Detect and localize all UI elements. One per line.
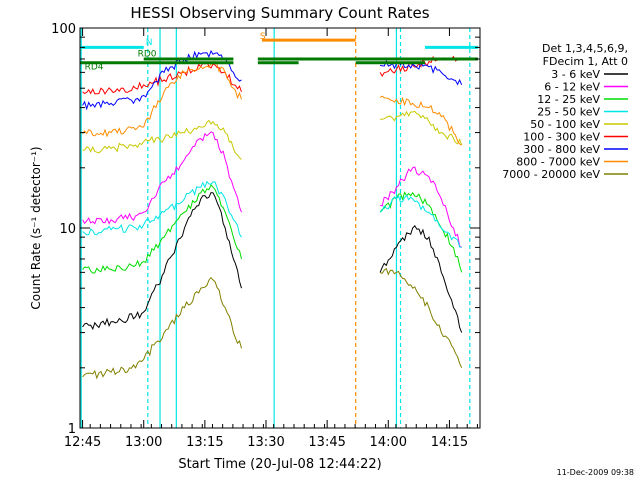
legend-header: FDecim 1, Att 0	[543, 55, 628, 68]
legend-header: Det 1,3,4,5,6,9,	[542, 42, 628, 55]
x-tick-label: 14:00	[370, 435, 407, 450]
y-tick-label: 1	[68, 422, 76, 437]
series-line	[82, 131, 462, 248]
data-series	[82, 49, 463, 380]
annotation-label: RD4	[85, 63, 104, 73]
x-axis: 12:45 13:00 13:15 13:30 13:45 14:00 14:15	[64, 28, 478, 450]
x-tick-label: 14:15	[431, 435, 468, 450]
y-tick-label: 100	[51, 22, 76, 37]
x-tick-label: 13:15	[186, 435, 223, 450]
state-bars	[80, 38, 478, 65]
plot-area: N RD0 RD4 S	[79, 27, 481, 429]
x-tick-label: 13:00	[125, 435, 162, 450]
series-line	[82, 110, 463, 160]
vertical-markers	[80, 28, 471, 428]
y-tick-label: 10	[59, 222, 76, 237]
legend-entry-label: 800 - 7000 keV	[516, 156, 600, 169]
legend-entry-label: 50 - 100 keV	[530, 118, 600, 131]
series-line	[82, 180, 462, 248]
chart-title: HESSI Observing Summary Count Rates	[130, 4, 429, 22]
x-tick-label: 12:45	[64, 435, 101, 450]
series-line	[82, 267, 463, 380]
x-tick-label: 13:45	[308, 435, 345, 450]
legend-entry-label: 12 - 25 keV	[537, 93, 600, 106]
legend-entry-label: 7000 - 20000 keV	[502, 168, 600, 181]
annotation-label: RD0	[138, 50, 157, 60]
y-axis: 1 10 100	[51, 22, 480, 437]
legend-entry-label: 25 - 50 keV	[537, 106, 600, 119]
annotations: N RD0 RD4 S	[85, 32, 266, 72]
legend-entry-label: 3 - 6 keV	[551, 68, 600, 81]
x-tick-label: 13:30	[247, 435, 284, 450]
annotation-label: S	[260, 32, 266, 42]
plot-frame	[79, 27, 481, 429]
legend-entry-label: 100 - 300 keV	[523, 131, 600, 144]
legend-entry-label: 300 - 800 keV	[523, 143, 600, 156]
annotation-label: N	[146, 38, 153, 48]
series-line	[82, 192, 463, 333]
series-line	[82, 60, 462, 146]
legend-entry-label: 6 - 12 keV	[544, 81, 600, 94]
y-axis-label: Count Rate (s⁻¹ detector⁻¹)	[29, 146, 43, 309]
x-axis-label: Start Time (20-Jul-08 12:44:22)	[178, 457, 381, 472]
legend: Det 1,3,4,5,6,9,FDecim 1, Att 03 - 6 keV…	[502, 42, 628, 181]
footer-timestamp: 11-Dec-2009 09:38	[557, 468, 634, 477]
